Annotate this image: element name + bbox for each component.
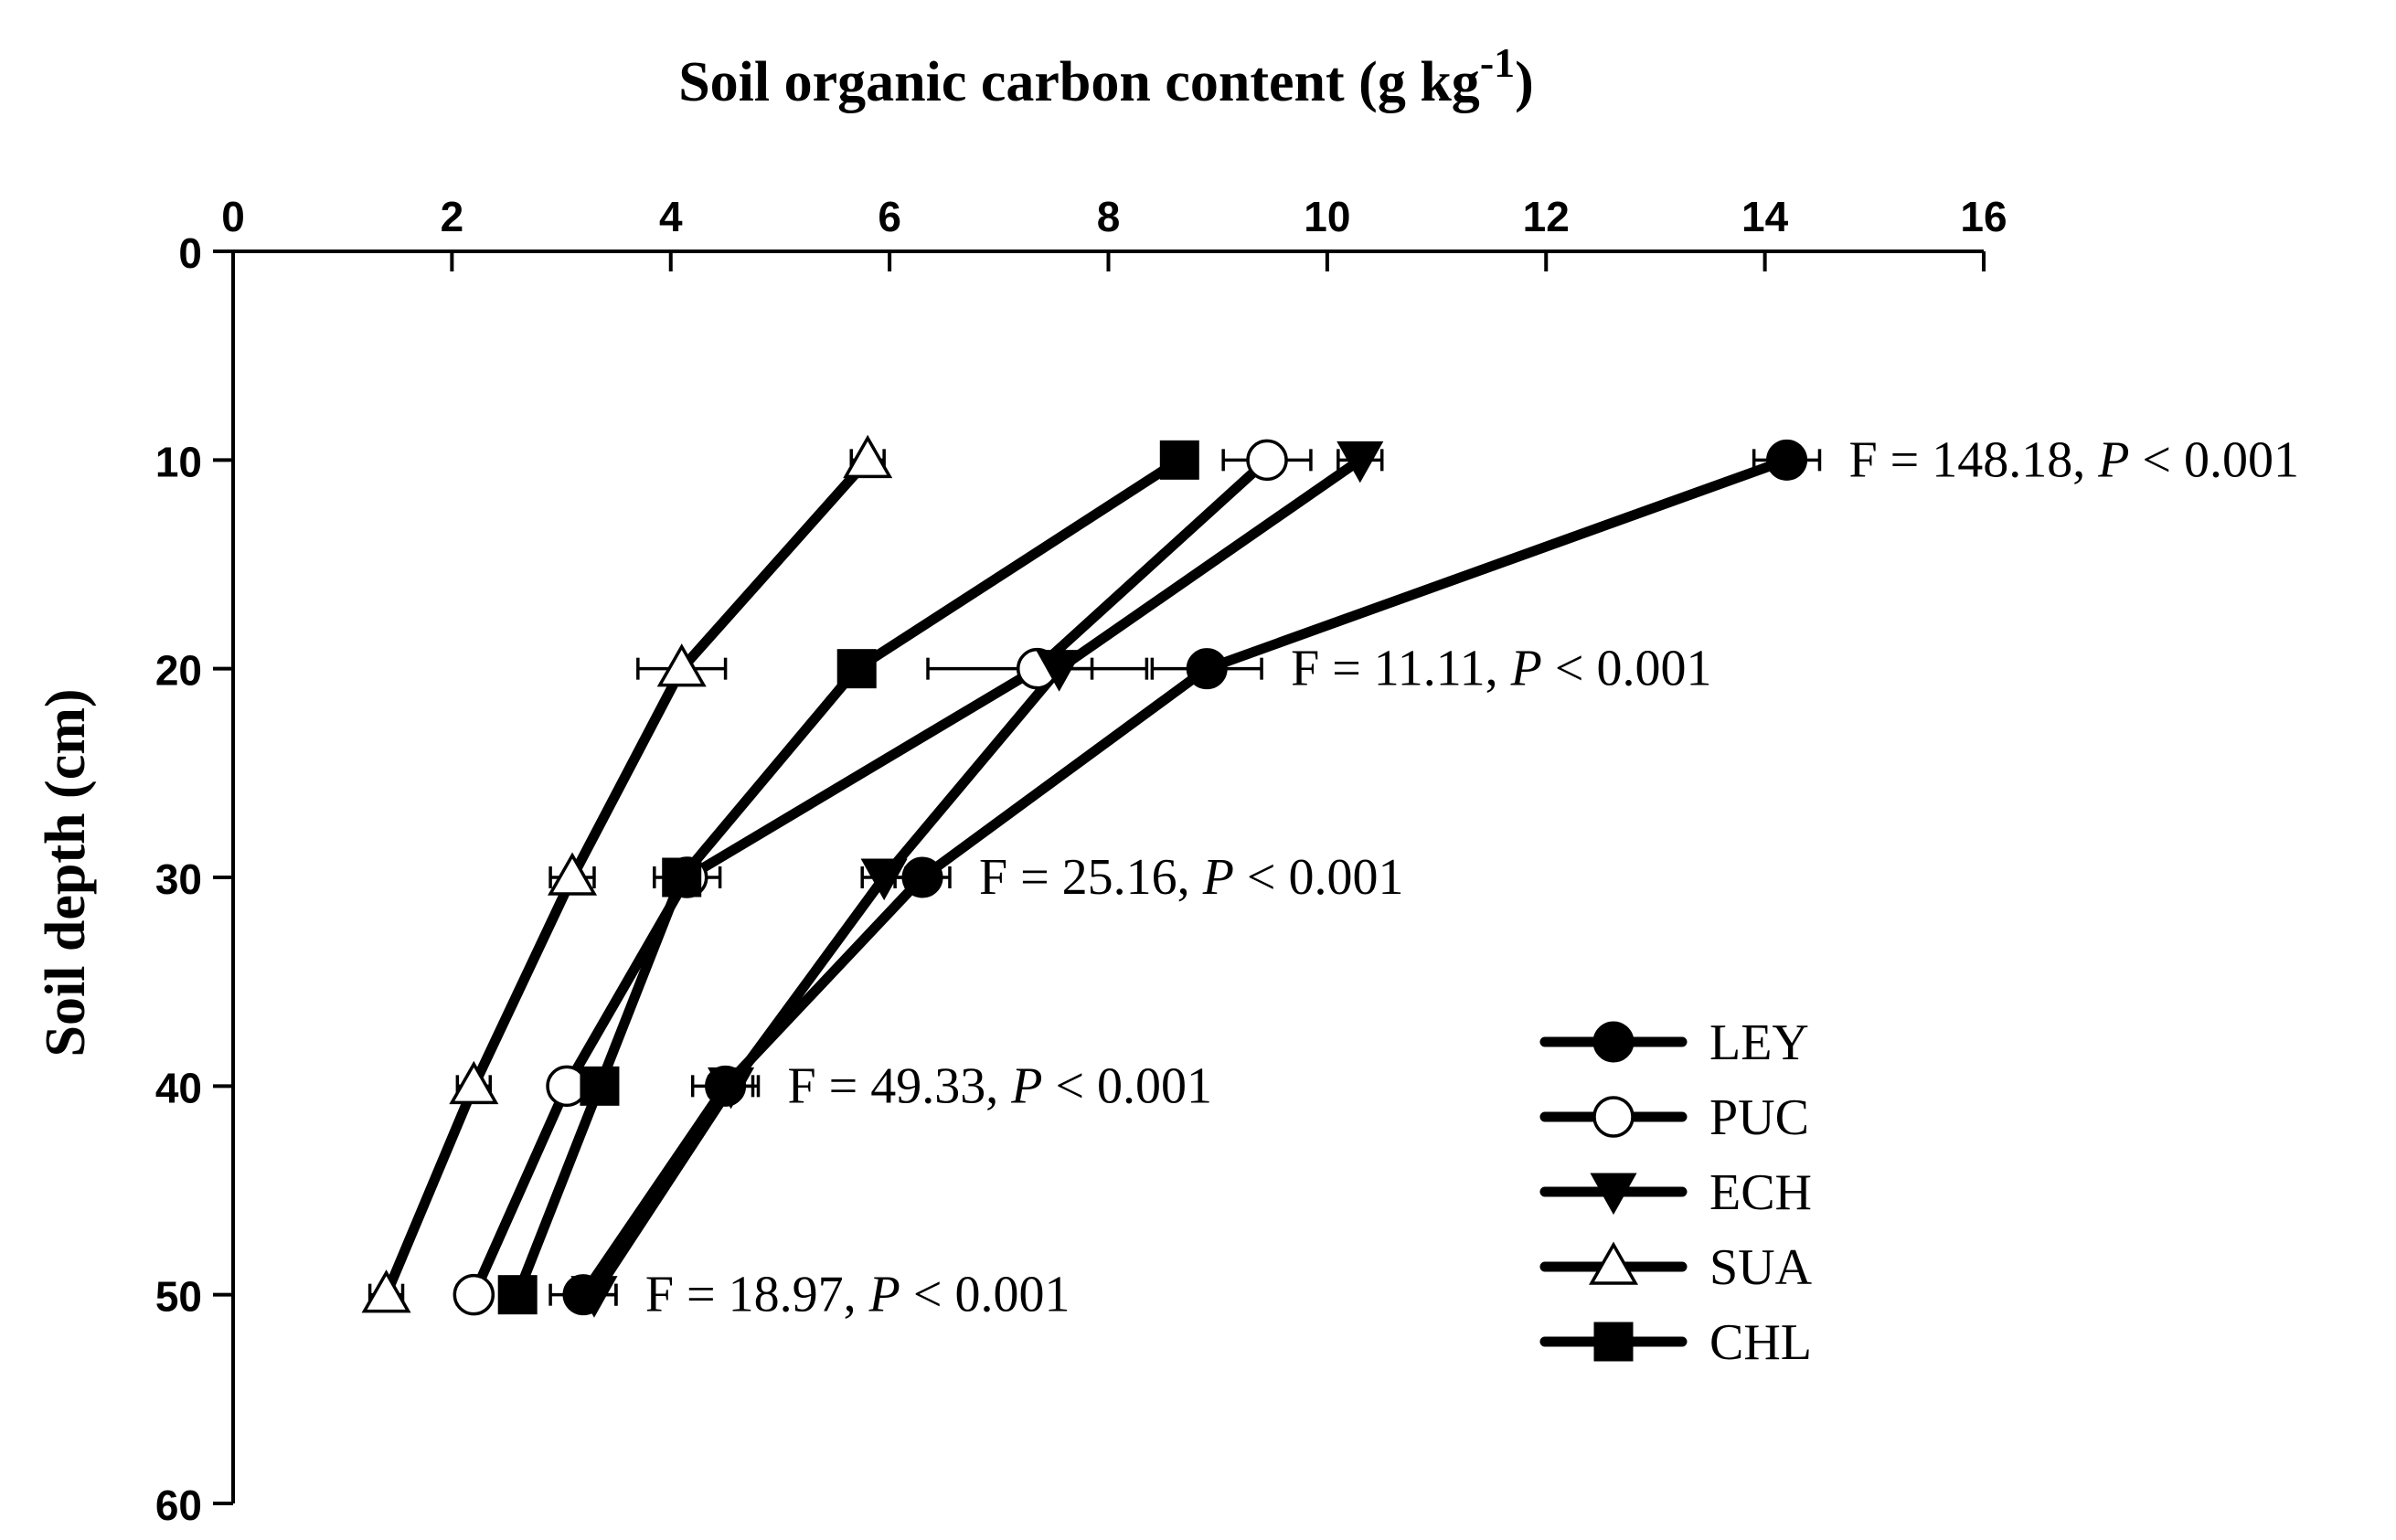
legend-entry-sua: SUA [1539,1239,1813,1296]
point-ley [1186,648,1228,690]
legend-label: LEY [1709,1014,1809,1071]
p-symbol: P [1510,641,1542,697]
legend-label: PUC [1709,1089,1809,1146]
point-chl [497,1275,538,1315]
point-ech [1336,441,1384,483]
point-sua [361,1269,411,1313]
point-ech [570,1276,618,1318]
x-tick-label: 4 [659,193,683,240]
point-puc [453,1273,495,1316]
point-ley [901,856,943,898]
y-tick-label: 10 [155,438,202,485]
f-stat-text: F = 148.18, [1848,431,2098,488]
axes: 0 2 4 6 8 10 12 14 16 0 10 20 30 40 50 60 [155,193,2007,1529]
legend-marker-chl [1593,1322,1634,1362]
legend: LEY PUC ECH SUA CHL [1539,1014,1813,1371]
y-tick-label: 60 [155,1482,202,1529]
point-ech [1036,650,1083,692]
point-puc [1246,439,1288,482]
f-stat-annotation: F = 148.18, P < 0.001 [1848,431,2299,488]
p-value-text: < 0.001 [1042,1057,1212,1114]
legend-marker-ley [1592,1021,1635,1063]
x-tick-label: 6 [878,193,901,240]
point-chl [580,1066,620,1106]
p-value-text: < 0.001 [1542,641,1712,697]
point-ech [860,858,908,901]
p-symbol: P [868,1267,900,1323]
legend-marker-puc [1592,1096,1635,1138]
f-stat-text: F = 18.97, [645,1267,869,1323]
point-chl [1159,440,1199,480]
series-markers [361,434,1808,1318]
f-stat-annotation: F = 18.97, P < 0.001 [645,1267,1070,1323]
point-sua [548,852,598,896]
f-stat-text: F = 49.33, [788,1057,1012,1114]
y-tick-label: 0 [178,229,202,277]
legend-entry-ech: ECH [1539,1164,1812,1221]
y-tick-label: 20 [155,647,202,695]
x-tick-label: 16 [1960,193,2007,240]
p-value-text: < 0.001 [900,1267,1070,1323]
f-stat-annotation: F = 49.33, P < 0.001 [788,1057,1213,1114]
y-axis-title: Soil depth (cm) [35,689,97,1057]
f-stat-annotation: F = 25.16, P < 0.001 [979,849,1404,906]
legend-marker-sua [1588,1241,1639,1285]
x-axis-title: Soil organic carbon content (g kg-1) [678,39,1534,113]
p-symbol: P [2097,431,2129,488]
x-tick-label: 2 [441,193,464,240]
x-tick-label: 8 [1097,193,1121,240]
f-stat-text: F = 25.16, [979,849,1203,906]
legend-entry-puc: PUC [1539,1089,1809,1146]
point-sua [843,434,893,479]
legend-marker-ech [1590,1173,1637,1216]
y-tick-label: 50 [155,1273,202,1321]
y-tick-label: 30 [155,855,202,903]
f-stat-text: F = 11.11, [1291,641,1511,697]
p-symbol: P [1202,849,1234,906]
p-value-text: < 0.001 [2129,431,2299,488]
legend-label: ECH [1709,1164,1812,1221]
point-ech [708,1067,755,1110]
series-line-sua [381,454,873,1301]
f-stat-annotation: F = 11.11, P < 0.001 [1291,641,1711,697]
legend-label: SUA [1709,1239,1813,1296]
p-value-text: < 0.001 [1234,849,1404,906]
x-axis-title-main: Soil organic carbon content (g kg [678,51,1480,113]
series-layer [361,434,1822,1318]
x-tick-label: 10 [1304,193,1350,240]
y-tick-label: 40 [155,1064,202,1111]
point-ley [1766,439,1808,481]
x-tick-label: 14 [1741,193,1789,240]
point-sua [449,1060,499,1105]
x-axis-title-close: ) [1515,51,1534,113]
point-sua [656,643,707,687]
x-tick-label: 0 [221,193,245,240]
point-chl [836,649,877,689]
legend-label: CHL [1709,1314,1812,1371]
x-axis-title-sup: -1 [1480,39,1515,86]
x-tick-label: 12 [1523,193,1570,240]
legend-entry-chl: CHL [1539,1314,1812,1371]
legend-entry-ley: LEY [1539,1014,1809,1071]
p-symbol: P [1010,1057,1042,1114]
point-chl [662,857,702,897]
